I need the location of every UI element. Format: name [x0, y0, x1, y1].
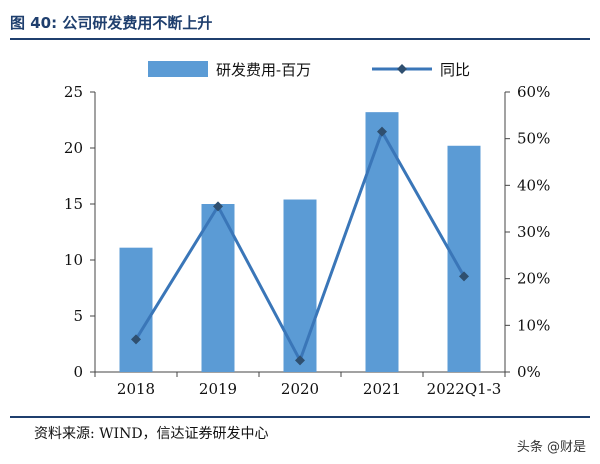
- yoy-point-2022Q1-3: [459, 271, 469, 282]
- legend-line-marker: [397, 64, 407, 74]
- x-tick-label: 2020: [281, 380, 319, 398]
- x-tick-label: 2021: [363, 380, 401, 398]
- right-tick-label: 20%: [517, 270, 550, 288]
- yoy-point-2020: [295, 355, 305, 366]
- x-tick-label: 2019: [199, 380, 237, 398]
- x-tick-label: 2022Q1-3: [427, 380, 502, 398]
- right-tick-label: 10%: [517, 316, 550, 334]
- footer-divider: [10, 416, 590, 418]
- left-tick-label: 20: [64, 139, 83, 157]
- left-tick-label: 0: [73, 363, 83, 381]
- bar-2018: [119, 247, 153, 372]
- figure-title: 图 40: 公司研发费用不断上升: [10, 14, 213, 32]
- bar-2019: [201, 204, 235, 372]
- right-tick-label: 40%: [517, 176, 550, 194]
- left-tick-label: 25: [64, 83, 83, 101]
- right-tick-label: 50%: [517, 130, 550, 148]
- right-tick-label: 60%: [517, 83, 550, 101]
- right-tick-label: 0%: [517, 363, 541, 381]
- yoy-point-2021: [377, 126, 387, 137]
- legend-bar-swatch: [148, 61, 208, 77]
- right-tick-label: 30%: [517, 223, 550, 241]
- legend-bar-label: 研发费用-百万: [216, 61, 311, 79]
- legend-line-label: 同比: [440, 61, 470, 79]
- left-tick-label: 5: [73, 307, 83, 325]
- left-tick-label: 10: [64, 251, 83, 269]
- source-note: 资料来源: WIND，信达证券研发中心: [34, 426, 269, 442]
- watermark: 头条 @财是: [516, 440, 586, 455]
- yoy-point-2018: [131, 334, 141, 345]
- bar-2020: [283, 199, 317, 372]
- left-tick-label: 15: [64, 195, 83, 213]
- title-divider: [10, 38, 590, 40]
- yoy-point-2019: [213, 201, 223, 212]
- x-tick-label: 2018: [117, 380, 155, 398]
- bar-2021: [365, 112, 399, 372]
